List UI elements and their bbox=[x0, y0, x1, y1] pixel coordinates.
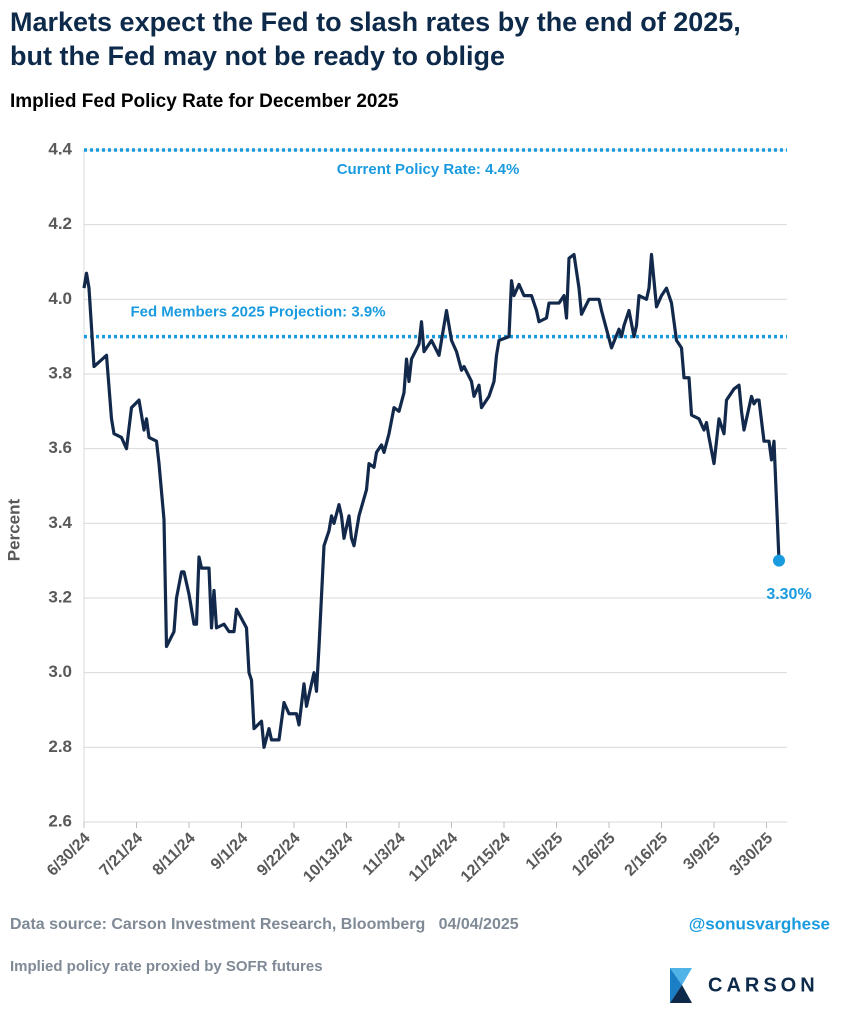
reference-label: Current Policy Rate: 4.4% bbox=[337, 161, 520, 178]
x-tick-label: 11/3/24 bbox=[360, 830, 409, 879]
note: Implied policy rate proxied by SOFR futu… bbox=[10, 958, 323, 975]
x-tick-label: 6/30/24 bbox=[44, 830, 94, 880]
x-tick-label: 9/22/24 bbox=[254, 830, 304, 880]
source: Data source: Carson Investment Research,… bbox=[10, 916, 519, 933]
reference-label: Fed Members 2025 Projection: 3.9% bbox=[130, 304, 385, 321]
logo-icon bbox=[670, 968, 692, 1003]
x-tick-label: 12/15/24 bbox=[458, 830, 514, 886]
logo-text: CARSON bbox=[708, 974, 819, 996]
y-tick-label: 4.0 bbox=[48, 289, 72, 308]
y-tick-label: 3.4 bbox=[48, 513, 72, 532]
chart-title: Markets expect the Fed to slash rates by… bbox=[10, 7, 741, 37]
x-tick-label: 3/9/25 bbox=[680, 830, 724, 874]
x-tick-label: 1/26/25 bbox=[569, 830, 619, 880]
y-tick-label: 4.2 bbox=[48, 214, 72, 233]
x-tick-label: 9/1/24 bbox=[208, 830, 252, 874]
chart-subtitle: Implied Fed Policy Rate for December 202… bbox=[10, 91, 399, 112]
x-tick-label: 3/30/25 bbox=[727, 830, 777, 880]
x-tick-label: 2/16/25 bbox=[622, 830, 672, 880]
end-label: 3.30% bbox=[766, 586, 811, 603]
end-marker bbox=[773, 554, 785, 567]
y-axis-label: Percent bbox=[4, 498, 23, 561]
y-tick-label: 4.4 bbox=[48, 139, 72, 158]
x-tick-label: 1/5/25 bbox=[523, 830, 567, 874]
x-tick-label: 11/24/24 bbox=[406, 830, 462, 886]
y-tick-label: 2.8 bbox=[48, 737, 72, 756]
y-tick-label: 3.2 bbox=[48, 587, 72, 606]
handle: @sonusvarghese bbox=[689, 914, 830, 933]
y-tick-label: 3.8 bbox=[48, 363, 72, 382]
x-tick-label: 7/21/24 bbox=[97, 830, 147, 880]
x-tick-label: 10/13/24 bbox=[300, 830, 356, 886]
y-tick-label: 3.0 bbox=[48, 662, 72, 681]
series-line bbox=[82, 252, 781, 749]
y-tick-label: 2.6 bbox=[48, 811, 72, 830]
x-tick-label: 8/11/24 bbox=[150, 830, 199, 879]
chart-title: but the Fed may not be ready to oblige bbox=[10, 41, 505, 71]
y-tick-label: 3.6 bbox=[48, 438, 72, 457]
